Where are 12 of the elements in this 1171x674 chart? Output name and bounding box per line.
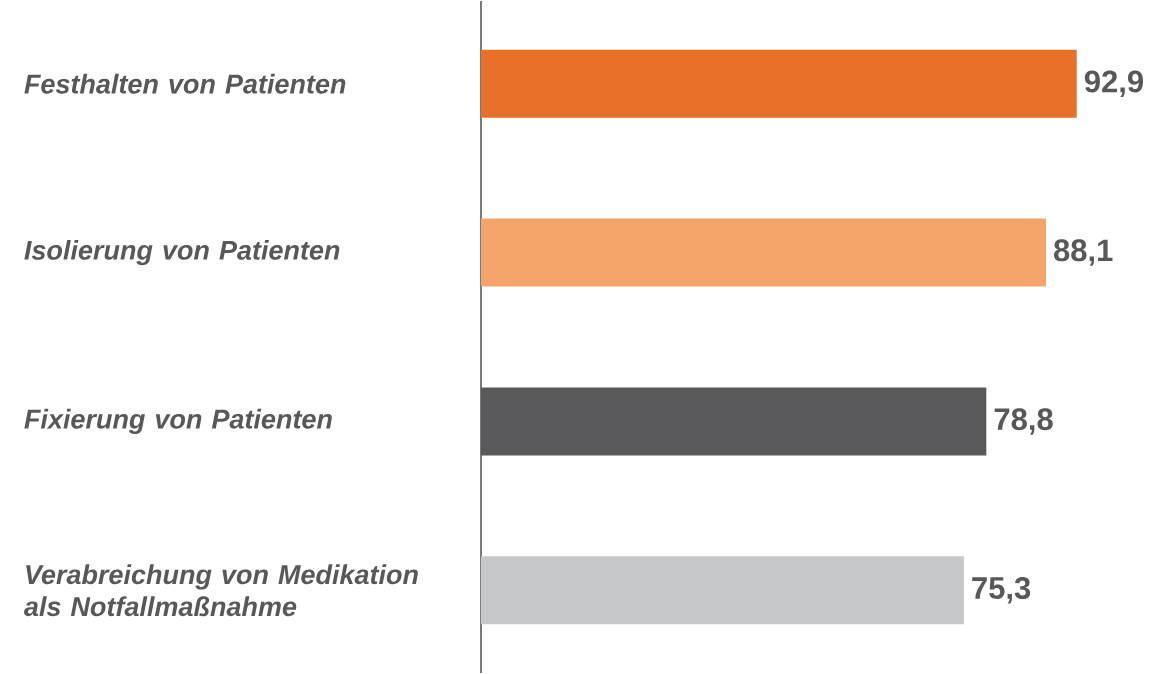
data-label: 75,3 bbox=[972, 577, 1031, 604]
bar bbox=[480, 49, 1077, 118]
bar bbox=[480, 387, 987, 456]
bar bbox=[480, 218, 1046, 287]
data-label: 78,8 bbox=[994, 408, 1053, 435]
y-tick-label: Fixierung von Patienten bbox=[24, 408, 332, 435]
y-tick-label: Isolierung von Patienten bbox=[24, 239, 340, 266]
data-label: 92,9 bbox=[1084, 70, 1143, 97]
bar bbox=[480, 556, 964, 625]
y-tick-label: Festhalten von Patienten bbox=[24, 73, 346, 94]
data-label: 88,1 bbox=[1054, 239, 1113, 266]
y-tick-label: Verabreichung von Medikation als Notfallmaßnahme bbox=[24, 564, 418, 617]
